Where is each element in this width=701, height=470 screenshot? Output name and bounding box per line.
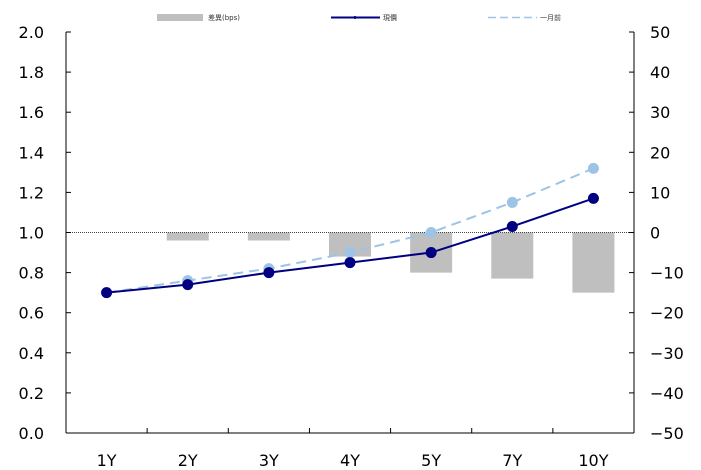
x-tick-label: 3Y (259, 451, 279, 470)
series-point (425, 247, 437, 259)
legend-label-dashed-line: 一月前 (540, 13, 561, 22)
series-point (101, 287, 113, 299)
right-tick-label: −50 (650, 424, 684, 443)
legend-bar-swatch (157, 14, 203, 21)
right-tick-label: 40 (650, 63, 670, 82)
right-tick-label: 30 (650, 103, 670, 122)
left-tick-label: 0.8 (19, 264, 44, 283)
dashed-series-point (506, 196, 518, 208)
left-tick-label: 1.6 (19, 103, 44, 122)
x-tick-label: 7Y (502, 451, 522, 470)
left-tick-label: 1.4 (19, 143, 44, 162)
bar (166, 232, 209, 241)
bar (572, 232, 615, 293)
bar-series (85, 232, 615, 293)
legend: 差異(bps) 現價 一月前 (157, 13, 561, 22)
legend-line-marker (353, 16, 357, 19)
series-point (344, 257, 356, 269)
right-tick-label: −20 (650, 304, 684, 323)
right-tick-label: 10 (650, 183, 670, 202)
x-axis-ticks: 1Y 2Y 3Y 4Y 5Y 7Y 10Y (65, 428, 635, 470)
bar (247, 232, 290, 241)
bar (491, 232, 534, 279)
left-axis-ticks: 0.0 0.2 0.4 0.6 0.8 1.0 1.2 1.4 1.6 1.8 2.0 (19, 23, 71, 443)
series-point (506, 220, 518, 232)
series-point (587, 192, 599, 204)
right-axis-ticks: −50 −40 −30 −20 −10 0 10 20 30 40 50 (629, 23, 684, 443)
right-tick-label: −40 (650, 384, 684, 403)
right-tick-label: 0 (650, 224, 660, 243)
right-tick-label: −10 (650, 264, 684, 283)
dashed-series-point (344, 247, 356, 259)
left-tick-label: 0.0 (19, 424, 44, 443)
left-tick-label: 1.0 (19, 224, 44, 243)
x-tick-label: 1Y (97, 451, 117, 470)
right-tick-label: −30 (650, 344, 684, 363)
series-point (182, 279, 194, 291)
dashed-series-point (425, 227, 437, 238)
x-tick-label: 5Y (421, 451, 441, 470)
x-tick-label: 10Y (578, 451, 608, 470)
left-tick-label: 0.2 (19, 384, 44, 403)
legend-label-line: 現價 (383, 13, 397, 22)
left-tick-label: 0.6 (19, 304, 44, 323)
left-tick-label: 1.2 (19, 183, 44, 202)
dashed-series-point (587, 162, 599, 174)
left-tick-label: 2.0 (19, 23, 44, 42)
right-tick-label: 20 (650, 143, 670, 162)
line-series (101, 192, 599, 299)
left-tick-label: 1.8 (19, 63, 44, 82)
x-tick-label: 2Y (178, 451, 198, 470)
x-tick-label: 4Y (340, 451, 360, 470)
legend-label-bar: 差異(bps) (208, 13, 240, 22)
right-tick-label: 50 (650, 23, 670, 42)
left-tick-label: 0.4 (19, 344, 44, 363)
series-point (263, 267, 275, 279)
